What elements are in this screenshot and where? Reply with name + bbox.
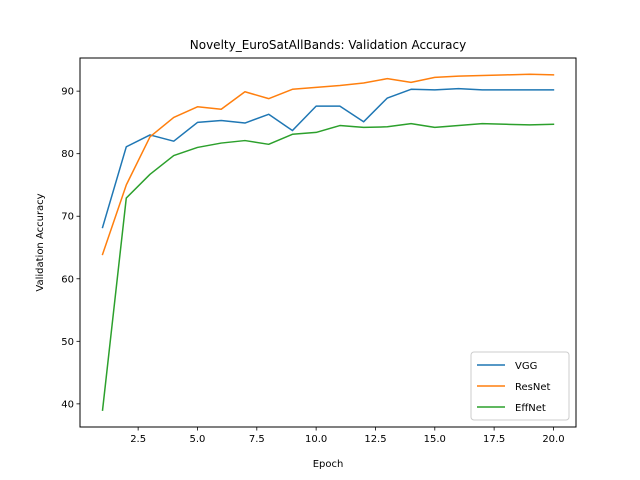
x-tick-label: 7.5 — [249, 434, 265, 445]
legend-box — [470, 351, 570, 421]
y-tick-label: 80 — [61, 149, 74, 160]
y-axis: 40 50 60 70 80 90 — [61, 87, 80, 410]
plot-area — [79, 57, 577, 428]
legend-label-vgg: VGG — [515, 361, 537, 372]
legend: VGG ResNet EffNet — [470, 351, 570, 421]
series-line-resnet — [101, 73, 555, 256]
y-tick-label: 40 — [61, 399, 74, 410]
series-lines — [101, 73, 555, 411]
y-tick-label: 50 — [61, 337, 74, 348]
series-line-effnet — [101, 122, 555, 411]
chart-title: Novelty_EuroSatAllBands: Validation Accu… — [190, 38, 466, 52]
x-axis: 2.5 5.0 7.5 10.0 12.5 15.0 17.5 20.0 — [130, 427, 565, 445]
series-line-vgg — [101, 87, 555, 229]
x-tick-label: 2.5 — [130, 434, 146, 445]
x-tick-label: 17.5 — [483, 434, 505, 445]
legend-label-resnet: ResNet — [515, 382, 550, 393]
y-tick-label: 70 — [61, 212, 74, 223]
x-tick-label: 10.0 — [305, 434, 327, 445]
x-axis-label: Epoch — [313, 459, 344, 470]
y-tick-label: 60 — [61, 274, 74, 285]
y-axis-label: Validation Accuracy — [35, 193, 46, 291]
x-tick-label: 20.0 — [542, 434, 564, 445]
legend-label-effnet: EffNet — [515, 403, 546, 414]
y-tick-label: 90 — [61, 87, 74, 98]
axes-frame — [79, 57, 577, 428]
x-tick-label: 12.5 — [364, 434, 386, 445]
x-tick-label: 5.0 — [190, 434, 206, 445]
x-tick-label: 15.0 — [424, 434, 446, 445]
